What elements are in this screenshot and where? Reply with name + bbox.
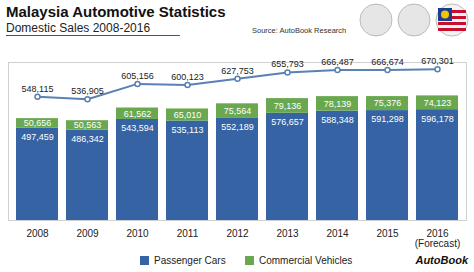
svg-text:74,123: 74,123 bbox=[424, 98, 452, 108]
html-text:Domestic Sales 2008-2016: Domestic Sales 2008-2016 bbox=[6, 21, 151, 35]
svg-text:486,342: 486,342 bbox=[71, 134, 104, 144]
html-text:Passenger Cars: Passenger Cars bbox=[154, 255, 226, 266]
svg-text:78,139: 78,139 bbox=[324, 99, 352, 109]
svg-text:2015: 2015 bbox=[376, 228, 399, 239]
svg-text:605,156: 605,156 bbox=[121, 71, 154, 81]
svg-text:61,562: 61,562 bbox=[124, 109, 152, 119]
svg-text:2016(Forecast): 2016(Forecast) bbox=[415, 228, 461, 249]
svg-text:2011: 2011 bbox=[177, 228, 199, 239]
svg-text:2013: 2013 bbox=[276, 228, 299, 239]
svg-text:497,459: 497,459 bbox=[21, 132, 54, 142]
svg-text:666,674: 666,674 bbox=[371, 57, 404, 67]
html-text:Commercial Vehicles: Commercial Vehicles bbox=[259, 255, 353, 266]
svg-text:535,113: 535,113 bbox=[172, 125, 204, 135]
svg-text:50,563: 50,563 bbox=[74, 120, 102, 130]
svg-text:2009: 2009 bbox=[76, 228, 99, 239]
html-text:AutoBook: AutoBook bbox=[415, 254, 468, 266]
svg-text:2010: 2010 bbox=[126, 228, 149, 239]
svg-text:576,657: 576,657 bbox=[271, 117, 304, 127]
svg-text:543,594: 543,594 bbox=[121, 123, 154, 133]
svg-text:50,656: 50,656 bbox=[24, 118, 52, 128]
svg-text:591,298: 591,298 bbox=[371, 114, 404, 124]
svg-text:536,905: 536,905 bbox=[71, 86, 104, 96]
svg-text:65,010: 65,010 bbox=[174, 110, 202, 120]
svg-text:548,115: 548,115 bbox=[22, 84, 54, 94]
html-text:Malaysia Automotive Statistics: Malaysia Automotive Statistics bbox=[6, 3, 226, 20]
svg-text:670,301: 670,301 bbox=[421, 56, 454, 66]
svg-text:588,348: 588,348 bbox=[321, 115, 354, 125]
svg-text:2014: 2014 bbox=[326, 228, 349, 239]
svg-text:75,376: 75,376 bbox=[374, 98, 402, 108]
svg-text:79,136: 79,136 bbox=[274, 101, 302, 111]
svg-text:2012: 2012 bbox=[226, 228, 249, 239]
svg-text:666,487: 666,487 bbox=[321, 57, 354, 67]
svg-text:552,189: 552,189 bbox=[221, 122, 254, 132]
svg-text:600,123: 600,123 bbox=[171, 72, 204, 82]
svg-text:655,793: 655,793 bbox=[271, 59, 304, 69]
svg-text:2008: 2008 bbox=[26, 228, 49, 239]
html-text:Source: AutoBook Research: Source: AutoBook Research bbox=[252, 26, 347, 35]
svg-text:596,178: 596,178 bbox=[421, 114, 454, 124]
svg-text:75,564: 75,564 bbox=[224, 106, 252, 116]
svg-text:627,753: 627,753 bbox=[221, 66, 254, 76]
